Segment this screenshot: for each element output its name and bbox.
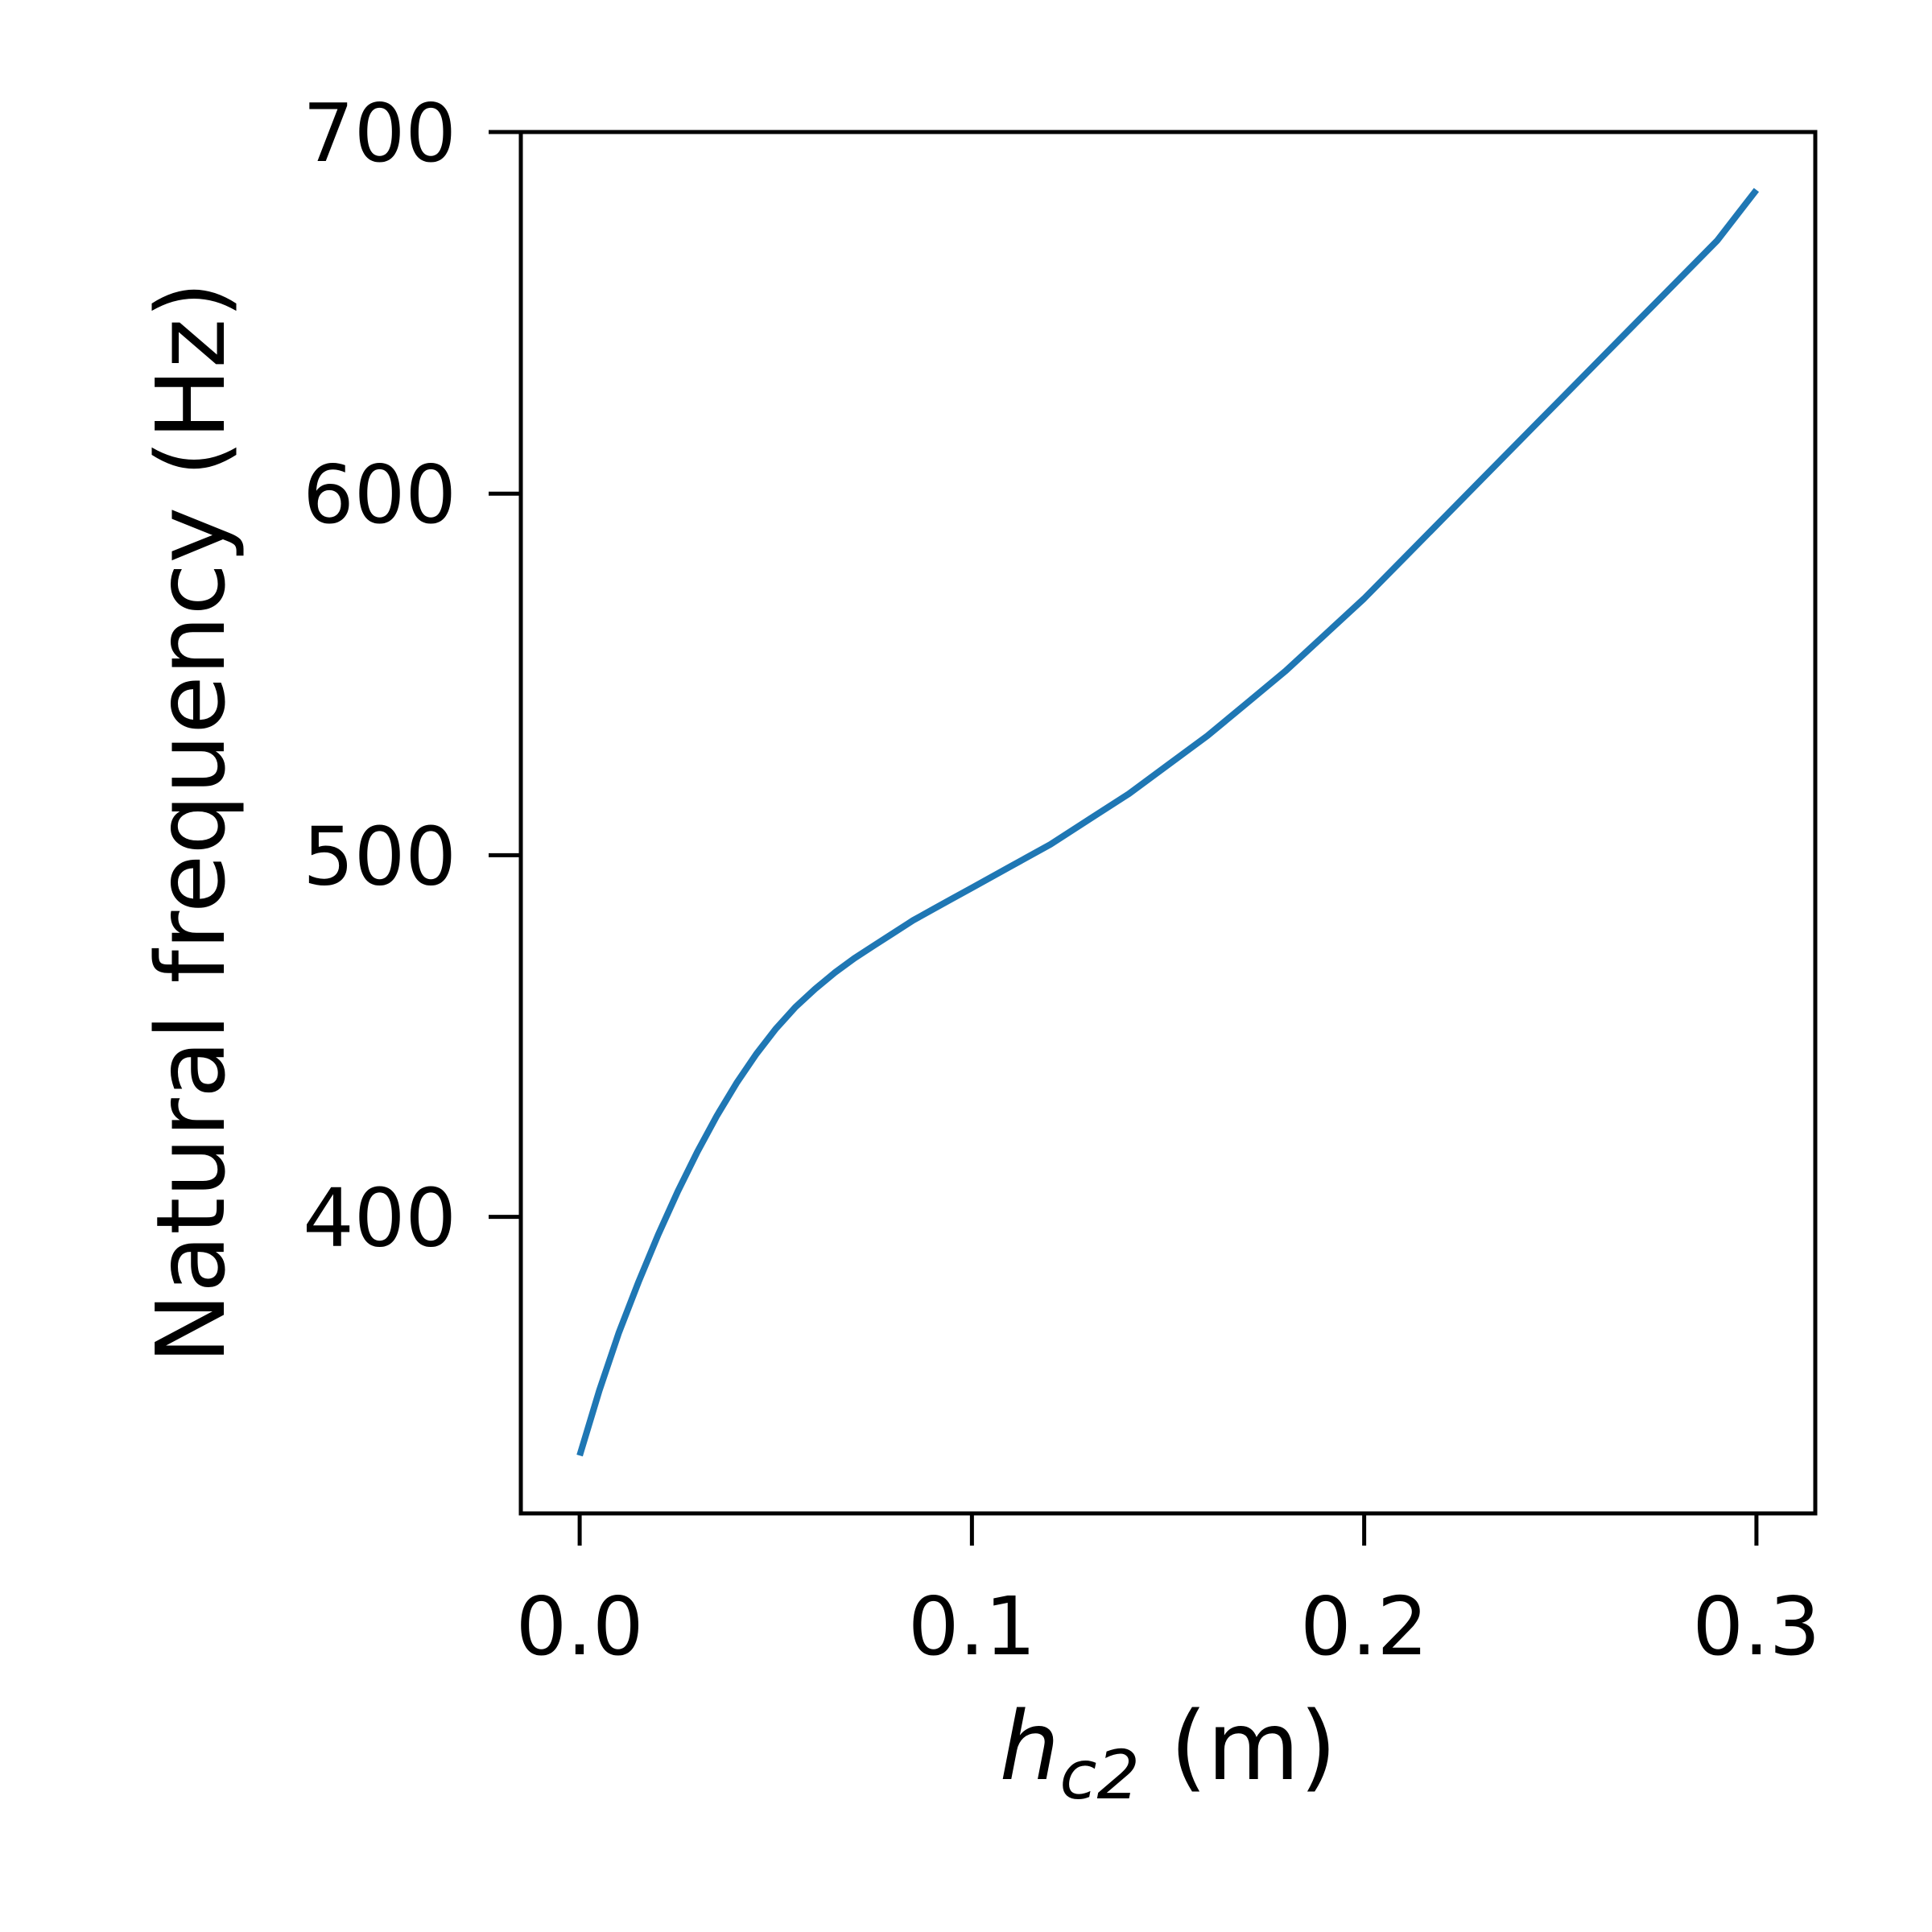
axes-frame <box>518 130 1818 1516</box>
y-tick-label: 600 <box>303 448 456 542</box>
y-axis-label: Natural frequency (Hz) <box>135 282 246 1364</box>
x-tick-label: 0.3 <box>1692 1579 1820 1674</box>
y-tick-label: 700 <box>303 86 456 180</box>
y-tick-label: 400 <box>303 1171 456 1265</box>
x-tick-label: 0.2 <box>1300 1579 1428 1674</box>
x-axis: 0.0 0.1 0.2 0.3 <box>516 1513 1820 1674</box>
x-tick-label: 0.0 <box>516 1579 644 1674</box>
x-tick-label: 0.1 <box>908 1579 1036 1674</box>
x-axis-label-units: (m) <box>1140 1690 1337 1802</box>
x-axis-label-subscript: c2 <box>1059 1736 1140 1814</box>
series-line-0 <box>576 188 1760 1457</box>
x-axis-label: hc2 (m) <box>1000 1690 1337 1814</box>
plot-area <box>576 188 1760 1457</box>
y-axis: 400 500 600 700 <box>303 86 521 1265</box>
x-axis-label-base: h <box>1000 1690 1060 1802</box>
y-tick-label: 500 <box>303 809 456 903</box>
